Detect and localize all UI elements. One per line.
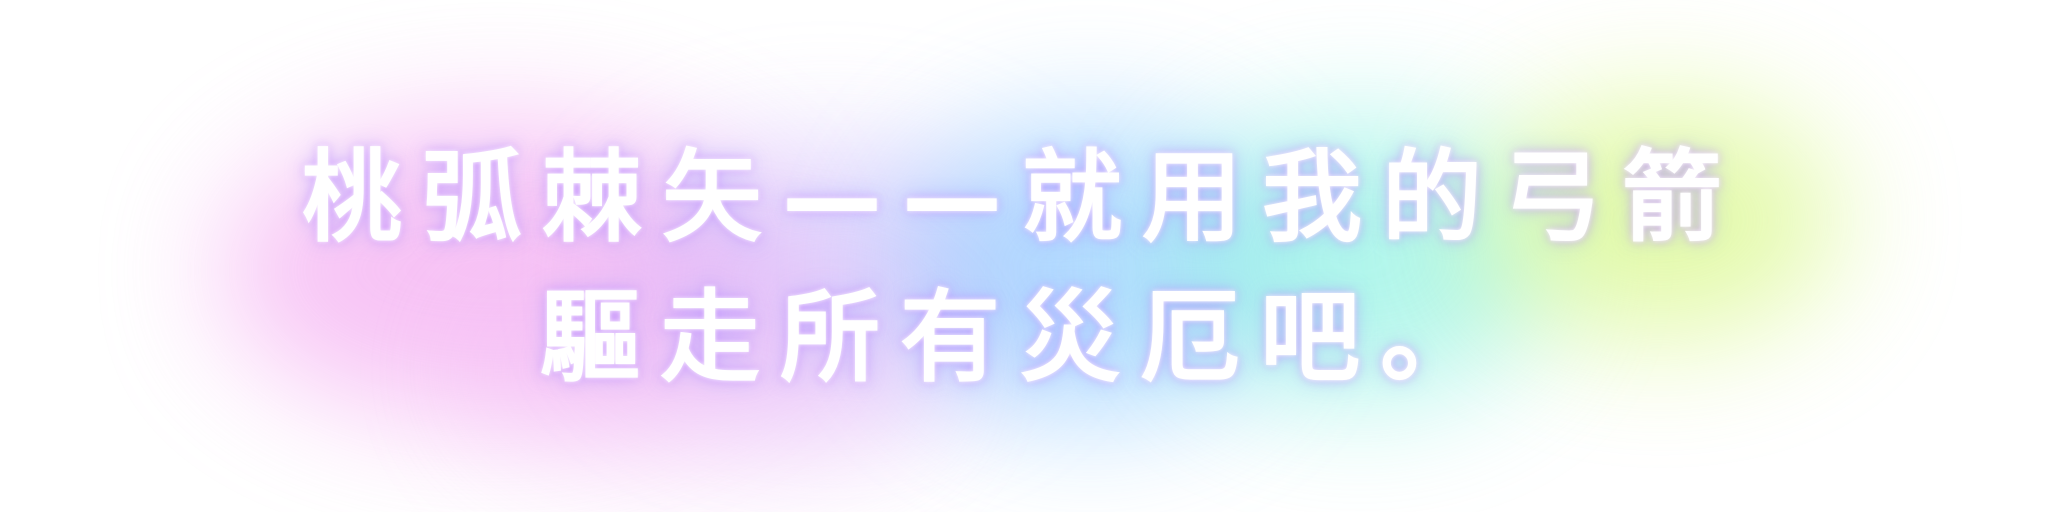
caption-line-1: 桃弧棘矢——就用我的弓箭 (302, 139, 1742, 256)
caption-line-2: 驅走所有災厄吧。 (540, 279, 1500, 396)
